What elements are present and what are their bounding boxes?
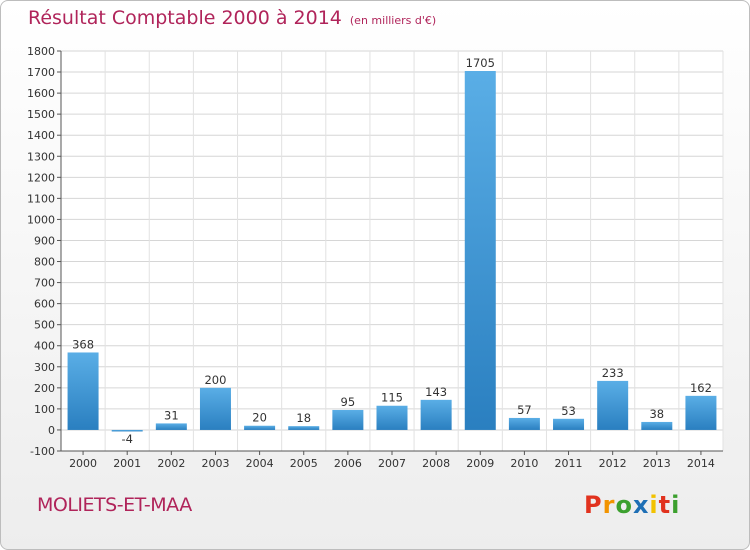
- y-tick-label: 100: [34, 403, 55, 416]
- logo-letter: t: [658, 491, 672, 519]
- y-tick-label: 1500: [27, 108, 55, 121]
- x-tick-label: 2014: [687, 457, 715, 470]
- data-label: 95: [341, 395, 356, 409]
- logo-letter: P: [584, 491, 603, 519]
- chart-unit: (en milliers d'€): [349, 14, 437, 27]
- data-label: 18: [296, 411, 311, 425]
- y-tick-label: 1400: [27, 129, 55, 142]
- bar: [376, 405, 408, 430]
- bar: [420, 399, 452, 430]
- x-tick-label: 2005: [290, 457, 318, 470]
- bar: [288, 426, 320, 430]
- y-tick-label: 200: [34, 382, 55, 395]
- y-tick-label: -100: [30, 445, 55, 458]
- data-label: 162: [690, 381, 712, 395]
- y-tick-label: 800: [34, 256, 55, 269]
- bar: [685, 395, 717, 430]
- chart-title-text: Résultat Comptable 2000 à 2014: [28, 7, 342, 29]
- logo-letter: i: [649, 491, 659, 519]
- data-label: 1705: [466, 56, 495, 70]
- x-tick-label: 2013: [643, 457, 671, 470]
- x-tick-label: 2003: [201, 457, 229, 470]
- y-tick-label: 1300: [27, 150, 55, 163]
- logo-letter: x: [632, 491, 650, 519]
- chart-title: Résultat Comptable 2000 à 2014 (en millie…: [28, 7, 436, 29]
- x-tick-label: 2008: [422, 457, 450, 470]
- x-tick-label: 2000: [69, 457, 97, 470]
- data-label: 143: [425, 385, 447, 399]
- bar: [332, 409, 364, 430]
- data-label: 38: [649, 407, 664, 421]
- data-label: 368: [72, 337, 94, 351]
- x-tick-label: 2010: [510, 457, 538, 470]
- y-tick-label: 900: [34, 234, 55, 247]
- data-label: -4: [121, 432, 132, 446]
- y-tick-label: 600: [34, 298, 55, 311]
- town-name: MOLIETS-ET-MAA: [37, 494, 192, 516]
- bar: [67, 352, 99, 430]
- logo-letter: r: [602, 491, 616, 519]
- bar: [244, 425, 276, 430]
- y-tick-label: 1800: [27, 45, 55, 58]
- bar: [641, 421, 673, 430]
- x-tick-label: 2007: [378, 457, 406, 470]
- x-tick-label: 2009: [466, 457, 494, 470]
- data-label: 57: [517, 403, 532, 417]
- y-tick-label: 1000: [27, 213, 55, 226]
- data-label: 115: [381, 391, 403, 405]
- bar: [553, 418, 585, 430]
- data-label: 53: [561, 404, 576, 418]
- proxiti-logo: Proxiti: [584, 491, 680, 519]
- x-tick-label: 2006: [334, 457, 362, 470]
- bar: [597, 380, 629, 430]
- y-tick-label: 1600: [27, 87, 55, 100]
- logo-letter: o: [615, 491, 633, 519]
- y-tick-label: 1100: [27, 192, 55, 205]
- y-tick-label: 1700: [27, 66, 55, 79]
- data-label: 31: [164, 408, 179, 422]
- bar: [508, 417, 540, 430]
- y-tick-label: 1200: [27, 171, 55, 184]
- x-tick-label: 2011: [555, 457, 583, 470]
- logo-letter: i: [671, 491, 681, 519]
- y-tick-label: 400: [34, 340, 55, 353]
- data-label: 200: [204, 373, 226, 387]
- bar: [155, 423, 187, 430]
- y-tick-label: 300: [34, 361, 55, 374]
- bar: [464, 71, 496, 430]
- x-tick-label: 2004: [246, 457, 274, 470]
- bar: [111, 429, 143, 432]
- data-label: 233: [602, 366, 624, 380]
- x-tick-label: 2001: [113, 457, 141, 470]
- y-tick-label: 500: [34, 319, 55, 332]
- data-label: 20: [252, 411, 267, 425]
- y-tick-label: 700: [34, 277, 55, 290]
- x-tick-label: 2012: [599, 457, 627, 470]
- y-tick-label: 0: [48, 424, 55, 437]
- x-tick-label: 2002: [157, 457, 185, 470]
- bar: [199, 387, 231, 430]
